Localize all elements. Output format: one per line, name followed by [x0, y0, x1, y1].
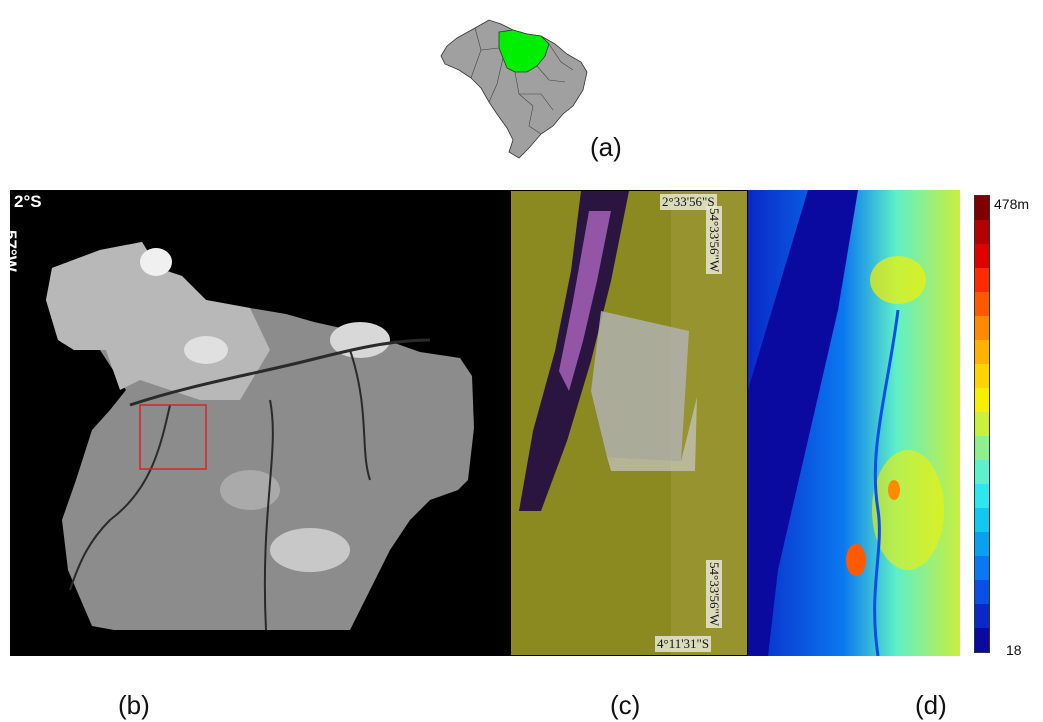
top-longitude-label: 54°33'56"W [706, 206, 722, 275]
panel-label-c: (c) [610, 690, 641, 720]
brazil-inset-map [440, 19, 588, 159]
colorbar-min-label: 18 [1006, 642, 1022, 658]
top-latitude-label: 2°33'56"S [660, 194, 717, 210]
longitude-label: 57°W [1, 230, 20, 272]
panel-label-a: (a) [590, 132, 622, 162]
para-mosaic-panel [10, 190, 512, 656]
para-mosaic-image [46, 242, 474, 631]
elevation-map-image [748, 190, 960, 656]
bottom-longitude-label: 54°33'56"W [706, 560, 722, 629]
colorbar-max-label: 478m [994, 196, 1030, 212]
roi-box [139, 404, 207, 470]
bottom-latitude-label: 4°11'31"S [655, 636, 712, 652]
panel-label-d: (d) [915, 690, 947, 720]
elevation-colorbar [974, 195, 990, 653]
elevation-map-panel [748, 190, 960, 656]
latitude-label: 2°S [14, 192, 42, 211]
state-borders [470, 27, 574, 135]
panel-label-b: (b) [118, 690, 150, 720]
